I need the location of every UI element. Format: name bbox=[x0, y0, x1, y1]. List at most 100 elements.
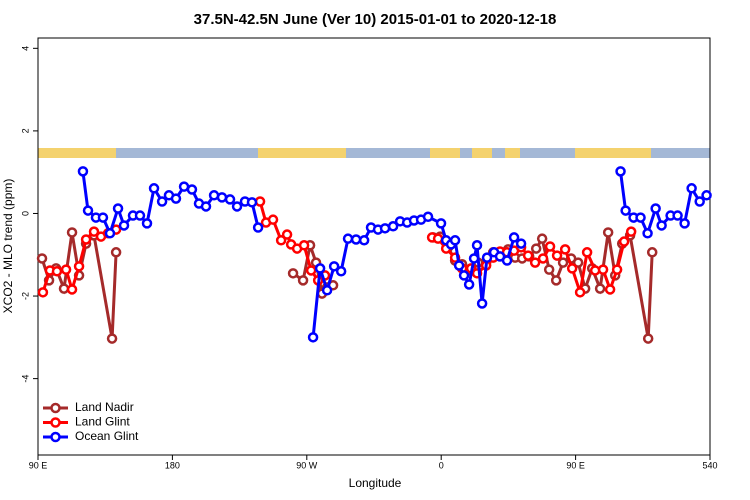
data-point bbox=[476, 298, 488, 309]
data-point bbox=[422, 211, 434, 223]
data-point bbox=[471, 240, 483, 251]
data-point bbox=[536, 233, 548, 244]
data-point bbox=[224, 194, 236, 205]
data-point bbox=[141, 218, 153, 229]
chart-title: 37.5N-42.5N June (Ver 10) 2015-01-01 to … bbox=[194, 11, 557, 28]
data-point bbox=[646, 247, 658, 258]
data-point bbox=[200, 201, 212, 212]
data-point bbox=[625, 226, 637, 237]
x-tick-label: 90 E bbox=[29, 460, 48, 470]
data-point bbox=[611, 264, 623, 275]
data-point bbox=[97, 212, 109, 223]
data-point bbox=[387, 221, 399, 232]
data-point bbox=[80, 234, 92, 245]
data-point bbox=[543, 264, 555, 275]
y-tick-label: 0 bbox=[20, 211, 30, 216]
data-point bbox=[458, 270, 470, 281]
data-point bbox=[342, 233, 354, 244]
x-tick-label: 0 bbox=[439, 460, 444, 470]
data-point bbox=[550, 275, 562, 286]
data-point bbox=[156, 196, 168, 207]
data-point bbox=[328, 261, 340, 272]
x-tick-label: 540 bbox=[702, 460, 717, 470]
data-point bbox=[453, 260, 465, 271]
data-point bbox=[615, 166, 626, 177]
data-point bbox=[66, 227, 78, 238]
data-point bbox=[36, 253, 48, 264]
data-point bbox=[468, 253, 480, 264]
data-point bbox=[350, 234, 362, 245]
data-point bbox=[581, 247, 593, 258]
data-point bbox=[463, 279, 475, 290]
data-point bbox=[559, 244, 571, 255]
data-point bbox=[672, 210, 683, 221]
data-point bbox=[37, 287, 49, 298]
data-point bbox=[82, 205, 94, 216]
data-point bbox=[246, 197, 258, 208]
data-point bbox=[449, 235, 461, 246]
data-point bbox=[60, 264, 72, 275]
data-point bbox=[358, 235, 370, 246]
data-point bbox=[594, 283, 606, 294]
data-point bbox=[112, 203, 124, 214]
x-tick-label: 180 bbox=[165, 460, 180, 470]
data-point bbox=[73, 261, 85, 272]
data-point bbox=[566, 263, 578, 274]
data-point bbox=[275, 235, 287, 246]
y-tick-label: -2 bbox=[20, 292, 30, 300]
x-tick-label: 90 W bbox=[296, 460, 318, 470]
data-point bbox=[481, 252, 493, 263]
data-point bbox=[281, 229, 293, 240]
y-tick-label: 4 bbox=[20, 46, 30, 51]
data-point bbox=[252, 222, 264, 233]
data-point bbox=[501, 255, 513, 266]
data-point bbox=[650, 203, 661, 214]
y-tick-label: -4 bbox=[20, 375, 30, 383]
data-point bbox=[642, 228, 653, 239]
data-point bbox=[432, 233, 444, 244]
legend-marker bbox=[50, 417, 61, 428]
data-point bbox=[267, 214, 279, 225]
legend-marker bbox=[50, 402, 61, 414]
data-point bbox=[77, 166, 89, 177]
data-point bbox=[66, 284, 78, 295]
data-point bbox=[298, 240, 310, 251]
data-point bbox=[297, 275, 309, 286]
data-point bbox=[635, 212, 646, 223]
data-point bbox=[656, 220, 667, 231]
data-point bbox=[686, 183, 697, 194]
y-axis-title: XCO2 - MLO trend (ppm) bbox=[1, 179, 15, 314]
data-point bbox=[557, 257, 569, 268]
data-point bbox=[530, 243, 542, 254]
data-point bbox=[314, 263, 326, 274]
data-point bbox=[110, 247, 122, 258]
y-tick-label: 2 bbox=[20, 128, 30, 133]
data-point bbox=[335, 266, 347, 277]
data-point bbox=[134, 210, 146, 221]
legend-label: Land Nadir bbox=[75, 400, 134, 414]
x-axis-title: Longitude bbox=[349, 476, 402, 490]
data-point bbox=[620, 205, 631, 216]
legend-marker bbox=[50, 431, 61, 443]
data-point bbox=[522, 250, 534, 261]
data-point bbox=[642, 333, 654, 344]
data-point bbox=[701, 190, 712, 201]
data-point bbox=[170, 193, 182, 204]
data-point bbox=[551, 250, 563, 261]
data-point bbox=[679, 218, 690, 229]
data-point bbox=[574, 287, 586, 298]
data-point bbox=[305, 265, 317, 276]
data-point bbox=[58, 283, 70, 294]
data-point bbox=[544, 241, 556, 252]
data-point bbox=[118, 220, 130, 231]
data-point bbox=[321, 285, 333, 296]
data-point bbox=[231, 201, 243, 212]
data-point bbox=[186, 184, 198, 195]
legend-label: Ocean Glint bbox=[75, 429, 139, 443]
data-point bbox=[508, 232, 520, 243]
data-point bbox=[515, 238, 527, 249]
data-point bbox=[604, 284, 616, 295]
data-point bbox=[529, 257, 541, 268]
data-point bbox=[618, 236, 630, 247]
